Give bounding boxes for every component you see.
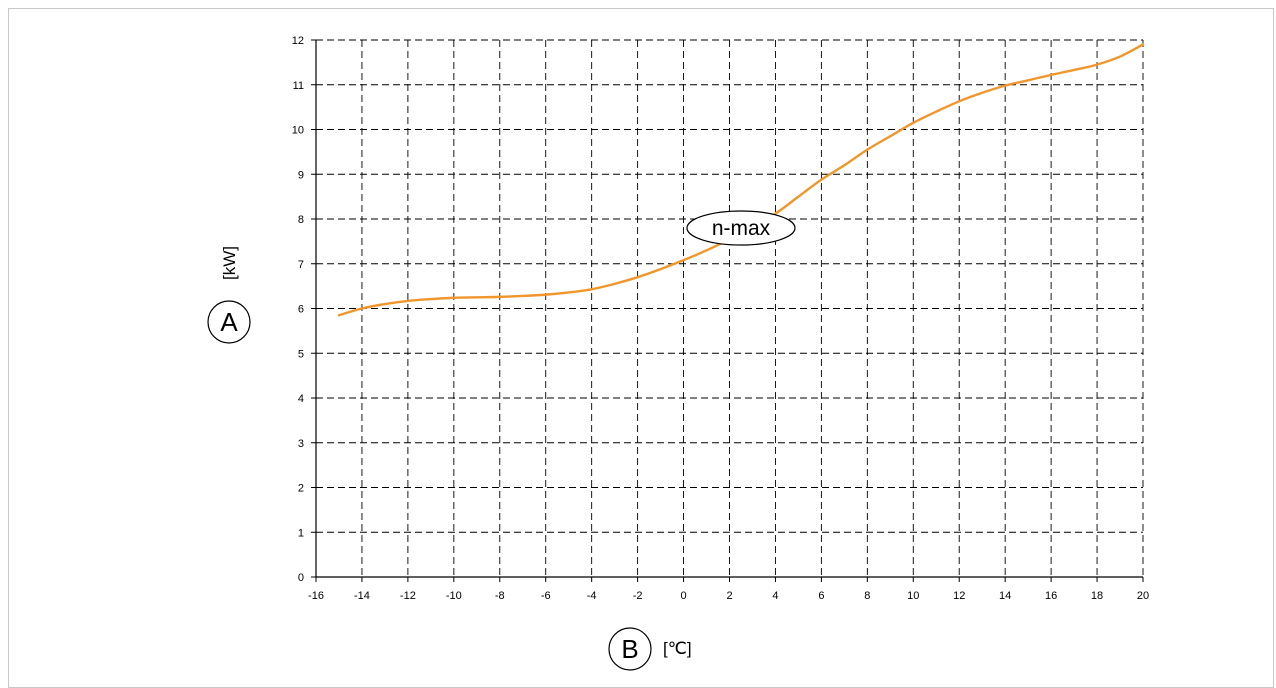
x-tick-label: 14 (999, 590, 1011, 602)
x-tick-label: 0 (680, 590, 686, 602)
x-tick-label: 6 (818, 590, 824, 602)
x-tick-label: -4 (587, 590, 597, 602)
y-tick-label: 6 (298, 304, 304, 316)
y-tick-label: 1 (298, 527, 304, 539)
x-axis-marker: B (621, 634, 638, 664)
y-axis-unit: [kW] (220, 246, 239, 280)
y-axis-marker-circle (207, 300, 251, 344)
y-tick-label: 7 (298, 259, 304, 271)
y-axis-title: A [kW] (207, 246, 251, 344)
grid (316, 39, 1144, 577)
x-tick-label: 12 (953, 590, 965, 602)
y-tick-label: 2 (298, 483, 304, 495)
y-tick-label: 12 (292, 35, 304, 47)
y-tick-label: 10 (292, 125, 304, 137)
x-tick-label: 16 (1045, 590, 1057, 602)
x-axis-title: B [℃] (608, 627, 692, 671)
x-tick-label: 18 (1091, 590, 1103, 602)
x-tick-label: -16 (308, 590, 324, 602)
chart-frame (8, 8, 1274, 688)
x-tick-label: -8 (495, 590, 505, 602)
x-tick-label: -12 (400, 590, 416, 602)
y-axis-marker: A (220, 307, 238, 337)
x-tick-label: -14 (354, 590, 370, 602)
x-tick-label: 2 (726, 590, 732, 602)
x-axis-unit: [℃] (663, 639, 692, 658)
x-tick-label: 10 (907, 590, 919, 602)
series-label-text: n-max (712, 217, 771, 240)
y-tick-label: 0 (298, 572, 304, 584)
x-tick-label: 20 (1137, 590, 1149, 602)
x-tick-label: -10 (446, 590, 462, 602)
x-axis-marker-circle (608, 627, 652, 671)
y-tick-label: 9 (298, 169, 304, 181)
series-label-n-max: n-max (686, 210, 796, 246)
x-tick-label: 8 (864, 590, 870, 602)
y-tick-label: 3 (298, 438, 304, 450)
x-tick-label: 4 (772, 590, 778, 602)
y-tick-label: 11 (293, 80, 304, 92)
y-tick-label: 4 (298, 393, 304, 405)
y-tick-label: 8 (298, 214, 304, 226)
x-tick-label: -6 (541, 590, 551, 602)
series-label-ellipse (686, 210, 796, 246)
x-tick-label: -2 (633, 590, 643, 602)
axes: -16 -14 -12 -10 -8 -6 -4 -2 0 2 4 6 8 10 12 14 16 18 20012… (292, 35, 1149, 602)
y-tick-label: 5 (298, 348, 304, 360)
